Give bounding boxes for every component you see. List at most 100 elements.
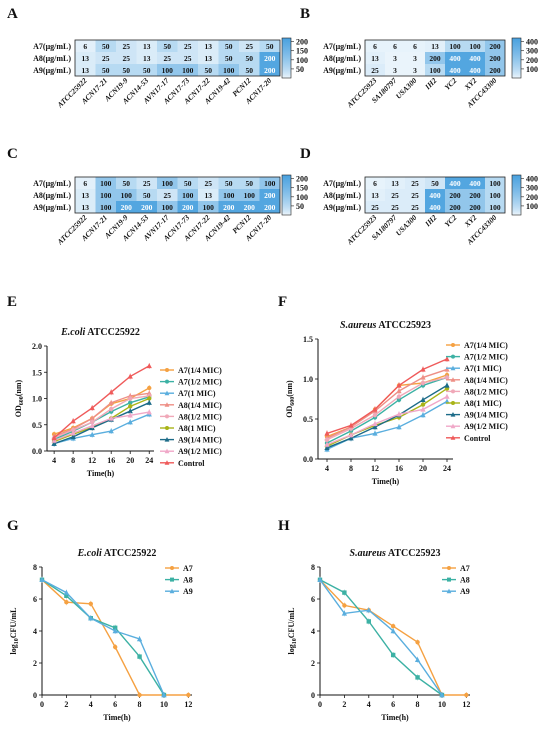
x-tick-label: 20: [126, 456, 134, 465]
y-tick-label: 6: [311, 595, 315, 604]
line-panel-H: H S.aureus ATCC25923 0 2 4 6 8 0 2 4 6 8 10 12 Time(h)…: [278, 518, 470, 722]
x-tick-label: 4: [367, 700, 371, 709]
data-point: [396, 388, 402, 394]
heatmap-cell-label: 13: [143, 54, 151, 63]
legend-label: A7(1 MIC): [178, 389, 216, 398]
x-tick-label: 8: [416, 700, 420, 709]
y-tick-label: 0: [311, 691, 315, 700]
data-point: [64, 593, 69, 598]
line-panel-F: F S.aureus ATCC25923 0.0 0.5 1.0 1.5 4 8 12 16 20 2…: [278, 294, 508, 486]
heatmap-cell: [136, 177, 157, 189]
x-tick-label: 6: [391, 700, 395, 709]
y-tick-label: 8: [33, 563, 37, 572]
legend-label: A7(1/2 MIC): [178, 378, 222, 387]
heatmap-cell-label: 100: [429, 66, 441, 75]
heatmap-column-label: ATCC25923: [345, 213, 379, 247]
data-point: [372, 430, 378, 436]
heatmap-cell: [157, 40, 178, 52]
heatmap-cell: [239, 40, 260, 52]
series-line: [53, 365, 150, 439]
colorbar-tick-label: 150: [296, 184, 308, 193]
data-point: [137, 654, 142, 659]
heatmap-cell: [136, 40, 157, 52]
series-line: [326, 376, 448, 441]
data-point: [450, 423, 456, 429]
heatmap-cell-label: 50: [246, 66, 254, 75]
y-tick-label: 0.0: [32, 447, 42, 456]
data-point: [164, 460, 170, 465]
heatmap-cell-label: 100: [203, 203, 215, 212]
heatmap-cell: [239, 52, 260, 64]
heatmap-cell-label: 13: [82, 203, 90, 212]
heatmap-cell-label: 400: [449, 54, 461, 63]
heatmap-cell: [136, 64, 157, 76]
heatmap-cell-label: 200: [141, 203, 153, 212]
legend-label: A8(1 MIC): [178, 424, 216, 433]
heatmap-cell-label: 400: [469, 54, 481, 63]
legend-label: A7(1/4 MIC): [464, 341, 508, 350]
x-axis-label: Time(h): [87, 469, 115, 478]
x-tick-label: 4: [325, 464, 329, 473]
heatmap-cell-label: 6: [83, 42, 87, 51]
y-tick-label: 0.5: [32, 421, 42, 430]
heatmap-cell-label: 50: [164, 42, 172, 51]
heatmap-cell: [95, 40, 116, 52]
data-point: [88, 601, 93, 606]
heatmap-cell: [425, 201, 445, 213]
heatmap-column-label: IH2: [422, 213, 438, 229]
heatmap-cell: [425, 52, 445, 64]
data-point: [89, 405, 95, 411]
legend-label: A9(1/2 MIC): [464, 422, 508, 431]
series-line: [326, 368, 448, 439]
heatmap-cell: [445, 64, 465, 76]
colorbar-tick-label: 200: [296, 175, 308, 184]
heatmap-cell: [259, 189, 280, 201]
colorbar-tick-label: 100: [296, 56, 308, 65]
heatmap-cell: [239, 177, 260, 189]
y-tick-label: 0: [33, 691, 37, 700]
heatmap-cell-label: 13: [205, 54, 213, 63]
data-point: [317, 576, 323, 582]
heatmap-row-label: A9(μg/mL): [33, 66, 71, 75]
heatmap-cell: [157, 64, 178, 76]
heatmap-cell-label: 50: [266, 42, 274, 51]
legend-label: A8(1/4 MIC): [178, 401, 222, 410]
heatmap-cell: [425, 64, 445, 76]
line-panel-E: E E.coli ATCC25922 0.0 0.5 1.0 1.5 2.0 4 8 12 16 20…: [7, 294, 222, 478]
heatmap-cell: [116, 40, 137, 52]
heatmap-cell: [218, 189, 239, 201]
heatmap-cell-label: 13: [391, 179, 399, 188]
heatmap-cell-label: 50: [123, 66, 131, 75]
data-point: [146, 409, 152, 415]
heatmap-cell-label: 25: [123, 42, 131, 51]
colorbar-tick-label: 400: [526, 175, 538, 184]
heatmap-cell: [385, 177, 405, 189]
data-point: [342, 603, 347, 608]
data-point: [164, 402, 170, 407]
heatmap-row-label: A7(μg/mL): [323, 179, 361, 188]
heatmap-cell: [365, 189, 385, 201]
heatmap-cell-label: 100: [100, 191, 112, 200]
data-point: [165, 379, 169, 384]
heatmap-cell-label: 13: [82, 66, 90, 75]
heatmap-cell-label: 400: [469, 66, 481, 75]
x-tick-label: 12: [371, 464, 379, 473]
heatmap-cell-label: 50: [102, 42, 110, 51]
heatmap-cell-label: 200: [429, 54, 441, 63]
data-point: [127, 412, 133, 418]
heatmap-cell-label: 25: [391, 203, 399, 212]
data-point: [112, 628, 118, 634]
heatmap-frame: [364, 39, 506, 77]
data-point: [420, 374, 426, 380]
heatmap-cell: [218, 64, 239, 76]
heatmap-cell: [136, 189, 157, 201]
data-point: [63, 589, 70, 595]
series-line: [326, 395, 448, 446]
y-tick-label: 1.5: [303, 335, 313, 344]
data-point: [324, 441, 330, 447]
legend-label: A8(1/4 MIC): [464, 376, 508, 385]
data-point: [127, 419, 133, 425]
colorbar: [281, 174, 292, 216]
colorbar-tick-label: 400: [526, 38, 538, 47]
